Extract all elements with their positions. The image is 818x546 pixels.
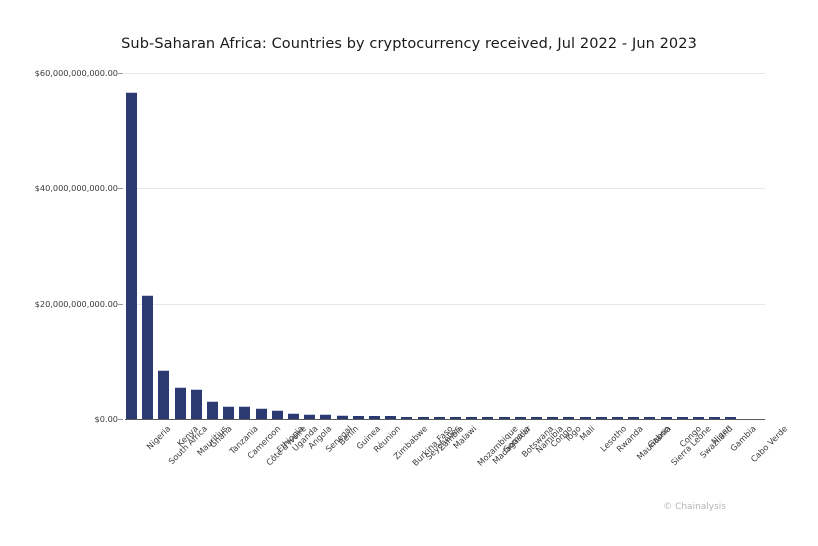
bar (433, 417, 445, 419)
bar (466, 417, 478, 419)
y-tick-label: $60,000,000,000.00 (34, 68, 118, 78)
y-tick-label: $20,000,000,000.00 (34, 298, 118, 309)
chart-title: Sub-Saharan Africa: Countries by cryptoc… (121, 36, 697, 52)
gridline (125, 73, 765, 74)
gridline (125, 188, 765, 190)
y-tick-mark (118, 419, 123, 420)
bar (239, 406, 251, 419)
bar (628, 417, 640, 419)
bar (547, 417, 559, 419)
x-axis-labels-group: Nigeria South Africa Kenya Mauritius Ghana Ta… (125, 422, 789, 502)
bar (385, 416, 397, 419)
bar (612, 417, 623, 419)
bar (190, 389, 202, 419)
bar (709, 417, 721, 419)
bar (304, 413, 316, 419)
bar (417, 416, 429, 419)
bars-group (125, 73, 765, 419)
bar (660, 417, 672, 419)
y-tick-label: $0.00 (94, 414, 118, 424)
bar (450, 417, 461, 419)
bar (255, 408, 267, 419)
bar (676, 417, 688, 419)
bar (336, 414, 348, 419)
gridline (125, 303, 765, 305)
y-tick-mark (118, 73, 123, 74)
bar (498, 417, 510, 419)
bar (693, 417, 704, 419)
bar (595, 417, 607, 419)
bar (288, 412, 299, 419)
bar (579, 417, 591, 419)
bar (531, 417, 542, 419)
bar (514, 417, 526, 419)
bar (158, 369, 170, 419)
bar (223, 406, 235, 419)
bar (207, 400, 218, 419)
footer-credit: © Chainalysis (663, 502, 726, 512)
bar (563, 417, 575, 419)
bar (271, 410, 283, 419)
x-axis-label: Nigeria (143, 423, 172, 452)
bar (369, 416, 380, 419)
y-tick-mark (118, 188, 123, 190)
bar (174, 387, 186, 419)
bar (352, 415, 364, 419)
x-axis-label: Gabon (645, 423, 672, 450)
bar (482, 417, 494, 419)
x-axis-label: Mali (577, 423, 597, 443)
bar (644, 417, 656, 419)
bar (401, 416, 413, 419)
bar (320, 413, 332, 419)
y-tick-mark (118, 303, 123, 305)
x-axis-line (125, 419, 765, 421)
bar (725, 417, 737, 419)
bar (142, 295, 154, 419)
y-tick-label: $40,000,000,000.00 (34, 183, 118, 194)
bar (126, 92, 137, 419)
